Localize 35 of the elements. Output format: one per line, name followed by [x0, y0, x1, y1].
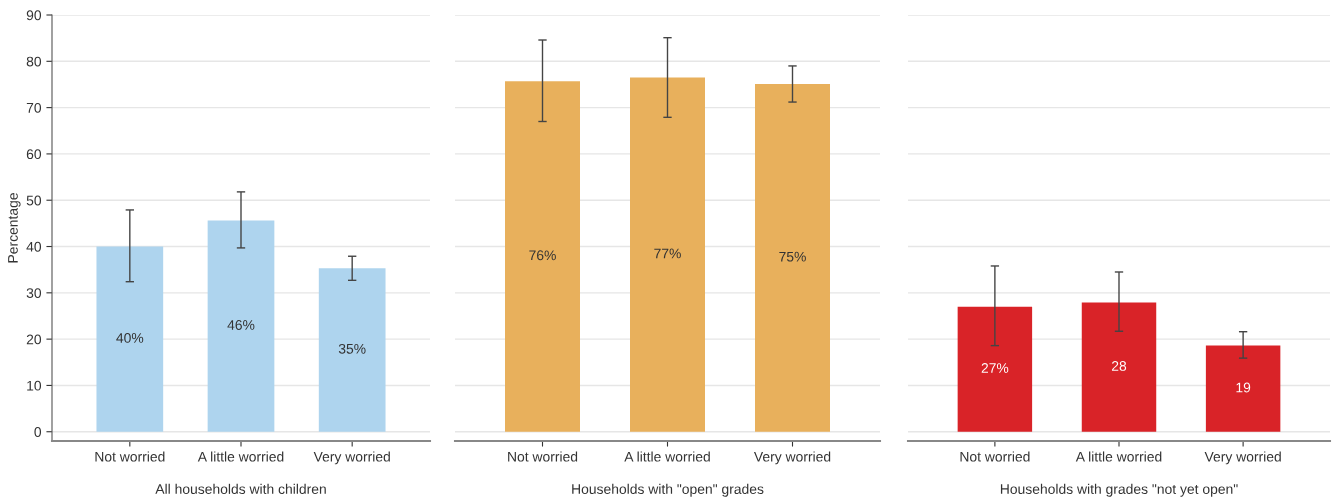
y-tick-label: 20 — [26, 334, 42, 345]
x-tick-label: A little worried — [197, 451, 284, 462]
y-tick-label: 10 — [27, 380, 42, 391]
y-tick-label: 70 — [26, 102, 42, 113]
data-label: 46% — [227, 320, 255, 330]
y-tick-label: 90 — [26, 10, 42, 21]
x-tick-label: Very worried — [1204, 451, 1281, 465]
y-tick-label: 50 — [26, 195, 42, 206]
data-label: 27% — [981, 363, 1009, 373]
bar — [207, 220, 275, 432]
y-tick-label: 80 — [26, 56, 42, 67]
bar — [318, 268, 386, 432]
x-tick-label: Not worried — [508, 451, 578, 462]
data-label: 28 — [1111, 361, 1127, 371]
y-axis-title: Percentage — [8, 193, 21, 263]
y-tick-label: 0 — [34, 427, 42, 437]
y-tick-label: 60 — [26, 149, 42, 160]
x-tick-label: Very worried — [313, 451, 390, 465]
x-tick-label: A little worried — [1075, 451, 1162, 462]
y-tick-label: 30 — [26, 288, 42, 298]
data-label: 76% — [529, 250, 556, 261]
data-label: 19 — [1236, 382, 1251, 393]
x-tick-label: Very worried — [753, 451, 831, 465]
x-tick-label: A little worried — [624, 451, 710, 462]
data-label: 35% — [338, 343, 366, 354]
x-tick-label: Not worried — [960, 451, 1030, 462]
x-tick-label: Not worried — [95, 451, 165, 462]
x-axis-title: Households with "open" grades — [572, 483, 764, 497]
data-label: 77% — [654, 248, 681, 259]
y-tick-label: 40 — [26, 241, 42, 252]
bar — [96, 246, 164, 432]
x-axis-title: Households with grades "not yet open" — [1000, 483, 1238, 497]
data-label: 75% — [779, 251, 806, 262]
data-label: 40% — [116, 333, 144, 343]
x-axis-title: All households with children — [155, 483, 326, 495]
